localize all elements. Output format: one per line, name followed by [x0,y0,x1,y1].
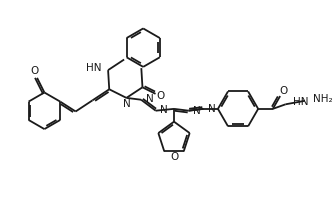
Text: N: N [146,94,153,104]
Text: O: O [156,91,165,101]
Text: N: N [123,99,130,109]
Text: O: O [30,66,39,76]
Text: N: N [160,105,168,115]
Text: HN: HN [293,97,308,107]
Text: O: O [170,152,178,162]
Text: HN: HN [86,63,102,73]
Text: O: O [280,87,288,97]
Text: N: N [208,104,215,114]
Text: NH₂: NH₂ [313,94,332,104]
Text: N: N [193,106,201,116]
